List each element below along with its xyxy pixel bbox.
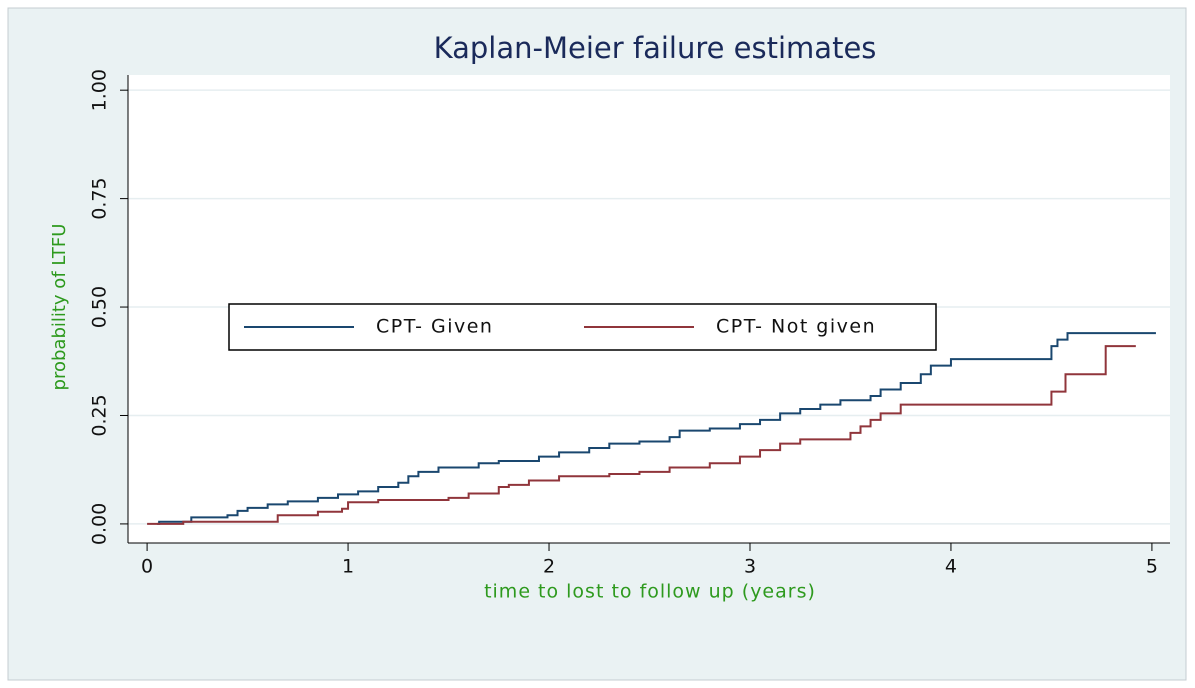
- y-tick-label: 0.25: [89, 394, 111, 436]
- x-tick-label: 2: [543, 556, 555, 578]
- x-tick-label: 5: [1146, 556, 1158, 578]
- x-tick-label: 1: [342, 556, 354, 578]
- legend-label: CPT- Given: [376, 316, 493, 338]
- y-tick-label: 0.75: [89, 177, 111, 219]
- y-tick-label: 0.50: [89, 286, 111, 328]
- legend-box: [228, 303, 937, 351]
- chart-title: Kaplan-Meier failure estimates: [434, 31, 877, 65]
- series-line: [147, 345, 1136, 525]
- x-axis-label: time to lost to follow up (years): [484, 581, 816, 603]
- x-tick-label: 3: [744, 556, 756, 578]
- series-line: [157, 332, 1156, 525]
- legend-label: CPT- Not given: [716, 316, 876, 338]
- y-tick-label: 1.00: [89, 69, 111, 111]
- y-axis-label: probability of LTFU: [49, 224, 70, 391]
- x-tick-label: 4: [945, 556, 957, 578]
- x-tick-label: 0: [141, 556, 153, 578]
- y-tick-label: 0.00: [89, 503, 111, 545]
